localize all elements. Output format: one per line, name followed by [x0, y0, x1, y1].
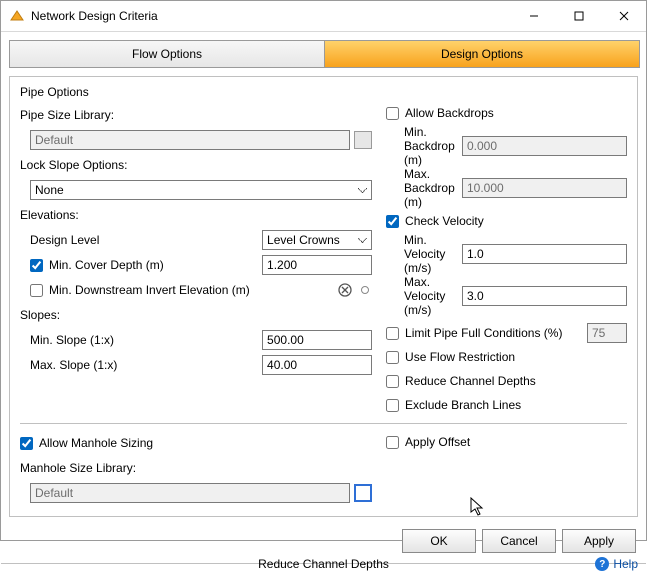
design-level-select[interactable]: Level Crowns	[262, 230, 372, 250]
min-velocity-label: Min. Velocity (m/s)	[386, 233, 462, 275]
allow-manhole-sizing-checkbox[interactable]	[20, 437, 33, 450]
exclude-branch-lines-checkbox[interactable]	[386, 399, 399, 412]
max-velocity-label: Max. Velocity (m/s)	[386, 275, 462, 317]
allow-manhole-sizing-label: Allow Manhole Sizing	[39, 436, 153, 450]
form-panel: Pipe Options Pipe Size Library: Lock Slo…	[9, 76, 638, 517]
title-bar: Network Design Criteria	[1, 1, 646, 32]
limit-pipe-full-checkbox[interactable]	[386, 327, 399, 340]
pipe-size-library-label: Pipe Size Library:	[20, 108, 114, 122]
apply-offset-checkbox[interactable]	[386, 436, 399, 449]
manhole-size-library-label: Manhole Size Library:	[20, 461, 136, 475]
apply-button[interactable]: Apply	[562, 529, 636, 553]
min-backdrop-label: Min. Backdrop (m)	[386, 125, 462, 167]
check-velocity-label: Check Velocity	[405, 214, 484, 228]
help-link[interactable]: ? Help	[595, 557, 638, 571]
allow-backdrops-label: Allow Backdrops	[405, 106, 494, 120]
min-cover-depth-label: Min. Cover Depth (m)	[49, 258, 262, 272]
close-button[interactable]	[601, 1, 646, 31]
min-cover-depth-input[interactable]	[262, 255, 372, 275]
min-slope-input[interactable]	[262, 330, 372, 350]
manhole-size-library-browse-button[interactable]	[354, 484, 372, 502]
max-slope-label: Max. Slope (1:x)	[30, 358, 262, 372]
tab-flow-options[interactable]: Flow Options	[10, 41, 325, 67]
dialog-window: Network Design Criteria Flow Options Des…	[0, 0, 647, 541]
lock-slope-select[interactable]: None	[30, 180, 372, 200]
tab-wrapper: Flow Options Design Options	[1, 32, 646, 68]
allow-backdrops-checkbox[interactable]	[386, 107, 399, 120]
use-flow-restriction-label: Use Flow Restriction	[405, 350, 515, 364]
slopes-label: Slopes:	[20, 308, 60, 322]
exclude-branch-lines-label: Exclude Branch Lines	[405, 398, 521, 412]
manhole-size-library-input[interactable]	[30, 483, 350, 503]
max-slope-input[interactable]	[262, 355, 372, 375]
app-icon	[9, 8, 25, 24]
maximize-button[interactable]	[556, 1, 601, 31]
circle-icon[interactable]	[358, 283, 372, 297]
window-title: Network Design Criteria	[31, 9, 511, 23]
reduce-channel-depths-checkbox[interactable]	[386, 375, 399, 388]
check-velocity-checkbox[interactable]	[386, 215, 399, 228]
left-column: Pipe Options Pipe Size Library: Lock Slo…	[20, 83, 372, 417]
limit-pipe-full-label: Limit Pipe Full Conditions (%)	[405, 326, 581, 340]
pipe-size-library-browse-button[interactable]	[354, 131, 372, 149]
design-level-label: Design Level	[30, 233, 262, 247]
min-slope-label: Min. Slope (1:x)	[30, 333, 262, 347]
ok-button[interactable]: OK	[402, 529, 476, 553]
use-flow-restriction-checkbox[interactable]	[386, 351, 399, 364]
cancel-button[interactable]: Cancel	[482, 529, 556, 553]
min-ds-invert-checkbox[interactable]	[30, 284, 43, 297]
pipe-size-library-input[interactable]	[30, 130, 350, 150]
max-velocity-input[interactable]	[462, 286, 627, 306]
reduce-channel-depths-label: Reduce Channel Depths	[405, 374, 536, 388]
lock-slope-label: Lock Slope Options:	[20, 158, 127, 172]
min-backdrop-input[interactable]	[462, 136, 627, 156]
min-velocity-input[interactable]	[462, 244, 627, 264]
limit-pipe-full-input[interactable]	[587, 323, 627, 343]
tab-bar: Flow Options Design Options	[9, 40, 640, 68]
max-backdrop-input[interactable]	[462, 178, 627, 198]
help-icon: ?	[595, 557, 609, 571]
elevations-label: Elevations:	[20, 208, 79, 222]
clear-icon[interactable]	[338, 283, 352, 297]
help-label: Help	[613, 557, 638, 571]
minimize-button[interactable]	[511, 1, 556, 31]
apply-offset-label: Apply Offset	[405, 435, 470, 449]
min-ds-invert-label: Min. Downstream Invert Elevation (m)	[49, 283, 332, 297]
status-text: Reduce Channel Depths	[1, 557, 646, 571]
right-column: Allow Backdrops Min. Backdrop (m) Max. B…	[386, 83, 627, 417]
status-bar: Reduce Channel Depths ? Help	[1, 563, 646, 564]
min-cover-depth-checkbox[interactable]	[30, 259, 43, 272]
divider	[20, 423, 627, 424]
pipe-options-label: Pipe Options	[20, 85, 372, 99]
max-backdrop-label: Max. Backdrop (m)	[386, 167, 462, 209]
tab-design-options[interactable]: Design Options	[325, 41, 639, 67]
